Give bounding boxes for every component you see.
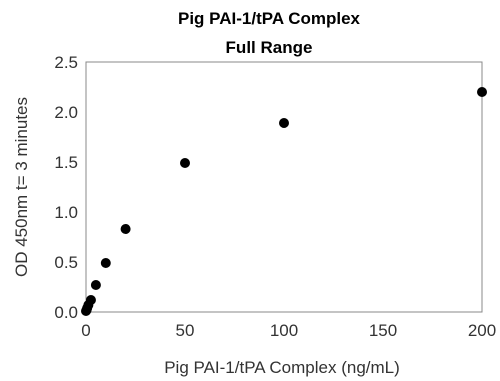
data-point <box>85 295 96 305</box>
x-axis-ticks: 0 50 100 150 200 <box>81 321 496 340</box>
chart-title-line-2: Full Range <box>226 38 313 57</box>
chart-title-line-1: Pig PAI-1/tPA Complex <box>178 9 361 28</box>
x-tick-label: 100 <box>270 321 298 340</box>
y-tick-label: 1.0 <box>54 203 78 222</box>
data-point <box>120 224 131 234</box>
x-tick-label: 0 <box>81 321 90 340</box>
y-tick-label: 2.0 <box>54 103 78 122</box>
data-point <box>180 158 190 168</box>
y-tick-label: 1.5 <box>54 153 78 172</box>
data-point <box>90 280 101 290</box>
y-axis-ticks: 0.0 0.5 1.0 1.5 2.0 2.5 <box>54 53 78 322</box>
data-points <box>81 87 487 316</box>
data-point <box>279 118 289 128</box>
data-point <box>100 258 111 268</box>
y-tick-label: 2.5 <box>54 53 78 72</box>
y-tick-label: 0.0 <box>54 303 78 322</box>
x-tick-label: 50 <box>176 321 195 340</box>
x-tick-label: 150 <box>369 321 397 340</box>
data-point <box>477 87 487 97</box>
y-axis-label: OD 450nm t= 3 minutes <box>12 97 31 277</box>
y-tick-label: 0.5 <box>54 253 78 272</box>
x-axis-label: Pig PAI-1/tPA Complex (ng/mL) <box>164 358 400 377</box>
x-tick-label: 200 <box>468 321 496 340</box>
plot-area-frame <box>85 61 483 313</box>
